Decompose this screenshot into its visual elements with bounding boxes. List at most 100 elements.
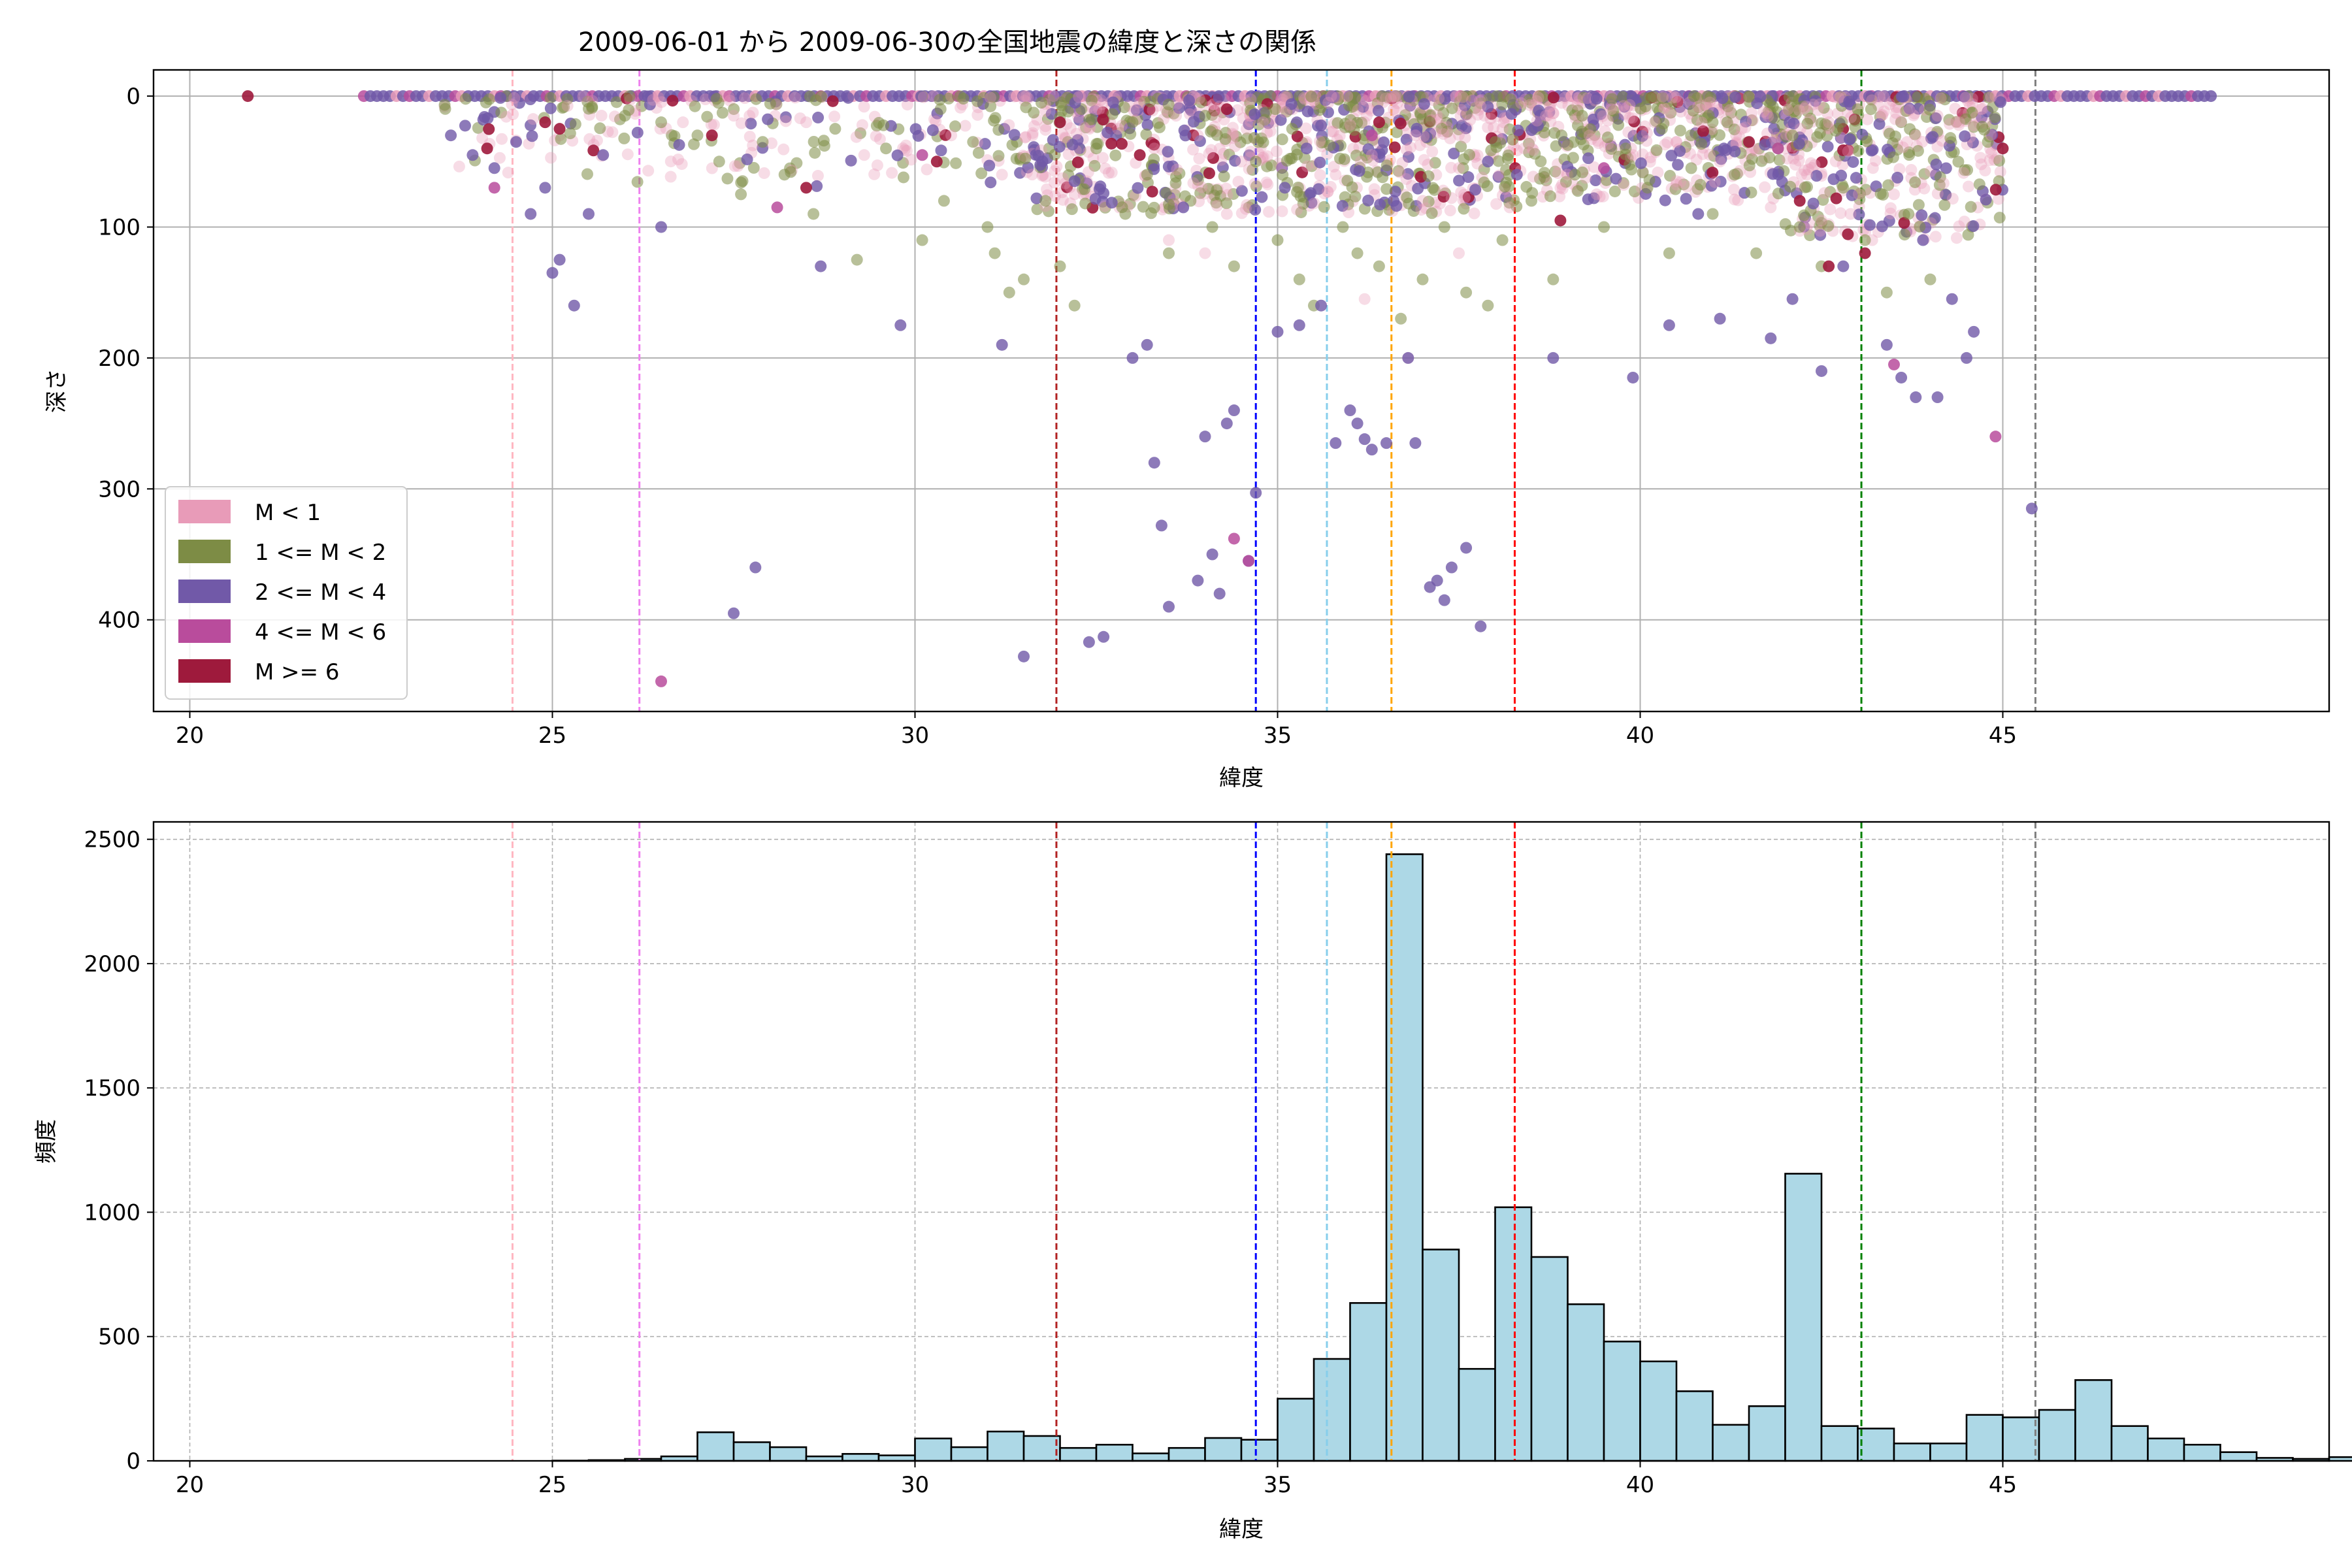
scatter-x-tick-label: 35 [1264,723,1292,749]
hist-y-label: 頻度 [33,1119,59,1164]
scatter-point [1944,118,1956,130]
scatter-point [1433,92,1445,105]
scatter-point [1318,201,1330,213]
scatter-point [610,96,623,108]
scatter-point [828,110,841,123]
scatter-point [1533,90,1546,103]
legend-swatch [178,619,231,643]
hist-bar [1168,1446,1206,1462]
scatter-point [500,110,512,123]
scatter-point [666,95,679,107]
scatter-point [1380,183,1393,195]
scatter-point [1669,183,1682,195]
scatter-point [1286,152,1298,165]
figure-title: 2009-06-01 から 2009-06-30の全国地震の緯度と深さの関係 [578,27,1316,57]
scatter-point [1626,112,1639,124]
scatter-point [1368,183,1380,195]
scatter-point [1842,228,1854,240]
scatter-point [1765,332,1777,344]
scatter-point [1078,183,1090,195]
scatter-point [1402,151,1414,163]
scatter-point [594,122,606,135]
scatter-point [1515,97,1527,109]
scatter-point [1082,166,1094,178]
scatter-point [1078,122,1090,134]
scatter-point [1671,136,1682,148]
scatter-point [949,120,961,133]
scatter-point [789,91,802,104]
scatter-point [1384,93,1397,105]
scatter-point [979,138,991,150]
scatter-point [508,91,521,104]
scatter-point [1163,600,1175,613]
scatter-point [1374,199,1386,211]
scatter-point [1106,108,1119,120]
scatter-point [1874,188,1887,200]
scatter-point [1804,229,1816,242]
scatter-point [1462,171,1475,184]
scatter-point [1694,178,1707,191]
scatter-point [1895,116,1907,129]
scatter-point [1245,146,1257,158]
scatter-point [1714,129,1726,141]
scatter-point [1141,338,1153,351]
scatter-point [1026,169,1038,181]
scatter-point [1299,152,1311,164]
scatter-points [242,90,2217,687]
scatter-point [1853,208,1865,221]
scatter-point [1979,165,1991,177]
scatter-point [1949,103,1961,115]
scatter-point [673,139,685,151]
scatter-point [1583,129,1595,142]
scatter-point [1248,131,1260,144]
scatter-point [1454,110,1467,122]
scatter-point [1418,98,1430,110]
scatter-point [1963,180,1975,193]
scatter-point [581,168,593,180]
scatter-point [1903,103,1916,115]
scatter-point [1183,94,1196,106]
scatter-point [524,93,536,106]
scatter-point [706,129,718,142]
scatter-point [1880,286,1893,299]
scatter-point [1524,133,1537,145]
scatter-point [1173,102,1185,114]
scatter-x-tick-label: 45 [1989,723,2017,749]
scatter-point [1799,103,1811,115]
scatter-point [945,129,957,142]
scatter-point [1793,195,1806,207]
scatter-point [1213,142,1226,155]
scatter-point [1531,114,1543,127]
scatter-point [959,120,972,132]
hist-bar [2002,1416,2040,1462]
scatter-point [1437,191,1450,203]
scatter-point [1844,208,1857,220]
scatter-point [1068,175,1081,188]
scatter-point [1003,119,1015,131]
scatter-point [1772,142,1784,155]
scatter-point [1352,104,1364,116]
scatter-point [1083,636,1095,648]
scatter-point [1547,107,1560,120]
scatter-point [1493,169,1505,182]
scatter-point [1901,136,1913,148]
scatter-point [1952,155,1965,168]
scatter-point [721,172,734,185]
scatter-point [1561,139,1574,151]
scatter-point [1931,140,1944,153]
scatter-point [1984,154,1996,167]
scatter-point [1761,107,1773,120]
scatter-point [1051,160,1063,172]
scatter-point [1445,561,1458,574]
hist-y-tick-label: 500 [98,1324,140,1350]
scatter-point [926,124,939,137]
scatter-point [1056,193,1069,206]
scatter-point [1656,92,1669,105]
scatter-point [1315,299,1328,312]
scatter-point [1641,182,1654,194]
scatter-point [561,100,574,112]
scatter-point [1313,183,1325,195]
scatter-y-tick-label: 400 [98,608,140,634]
scatter-point [1402,168,1414,180]
scatter-point [1884,202,1897,214]
